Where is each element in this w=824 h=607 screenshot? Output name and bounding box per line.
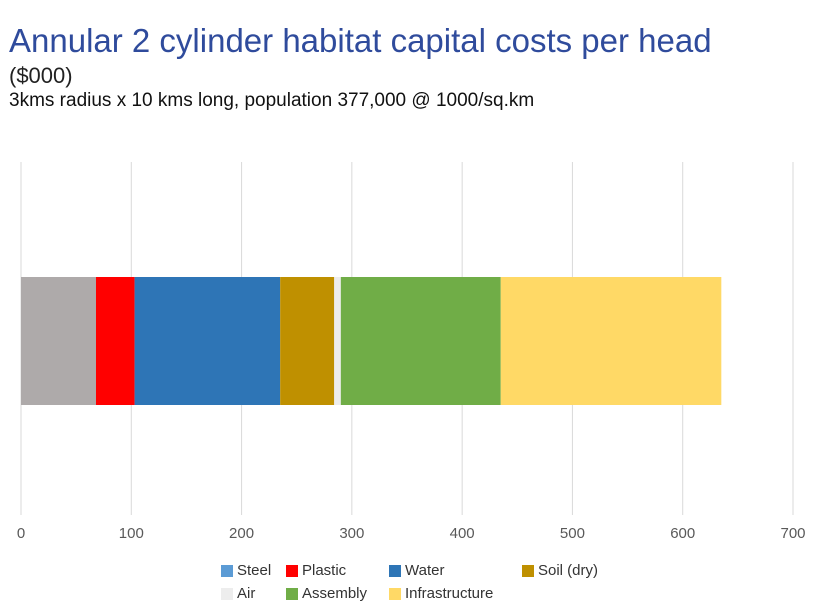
x-tick-label: 400 [450,525,475,542]
bar-segment-unlabeled-5 [334,277,341,405]
legend-swatch [389,564,401,577]
legend-item: Water [389,562,444,579]
legend-swatch [221,587,233,600]
chart-legend: Steel Plastic Water Soil (dry) Air Assembly In… [0,562,824,606]
x-tick-label: 600 [670,525,695,542]
legend-item: Infrastructure [389,585,493,602]
bar-segment-air [21,277,96,405]
legend-item: Plastic [286,562,346,579]
bar-segment-plastic [95,277,135,405]
legend-label: Air [237,585,256,602]
legend-swatch [522,564,534,577]
legend-swatch [221,564,233,577]
chart-title: Annular 2 cylinder habitat capital costs… [9,22,712,59]
x-tick-label: 100 [119,525,144,542]
stacked-bar-chart: 0 100 200 300 400 500 600 700 [17,162,806,542]
bar-segment-infrastructure [500,277,722,405]
bar-segment-assembly [340,277,501,405]
legend-label: Plastic [302,562,347,579]
legend-item: Assembly [286,585,367,602]
x-tick-label: 700 [780,525,805,542]
legend-item: Steel [221,562,271,579]
x-tick-label: 200 [229,525,254,542]
legend-swatch [286,564,298,577]
legend-swatch [286,587,298,600]
bar-segment-water [134,277,281,405]
legend-item: Air [221,585,255,602]
legend-label: Soil (dry) [538,562,599,579]
legend-item: Soil (dry) [522,562,598,579]
x-tick-label: 300 [339,525,364,542]
legend-swatch [389,587,401,600]
legend-label: Steel [237,562,272,579]
x-tick-label: 0 [17,525,25,542]
chart-subtitle: 3kms radius x 10 kms long, population 37… [9,90,535,111]
bar-segments [21,277,722,405]
legend-label: Infrastructure [405,585,494,602]
chart-unit: ($000) [9,63,73,88]
x-tick-labels: 0 100 200 300 400 500 600 700 [17,525,806,542]
x-tick-label: 500 [560,525,585,542]
legend-label: Assembly [302,585,368,602]
bar-segment-soil-dry [280,277,335,405]
legend-label: Water [405,562,445,579]
